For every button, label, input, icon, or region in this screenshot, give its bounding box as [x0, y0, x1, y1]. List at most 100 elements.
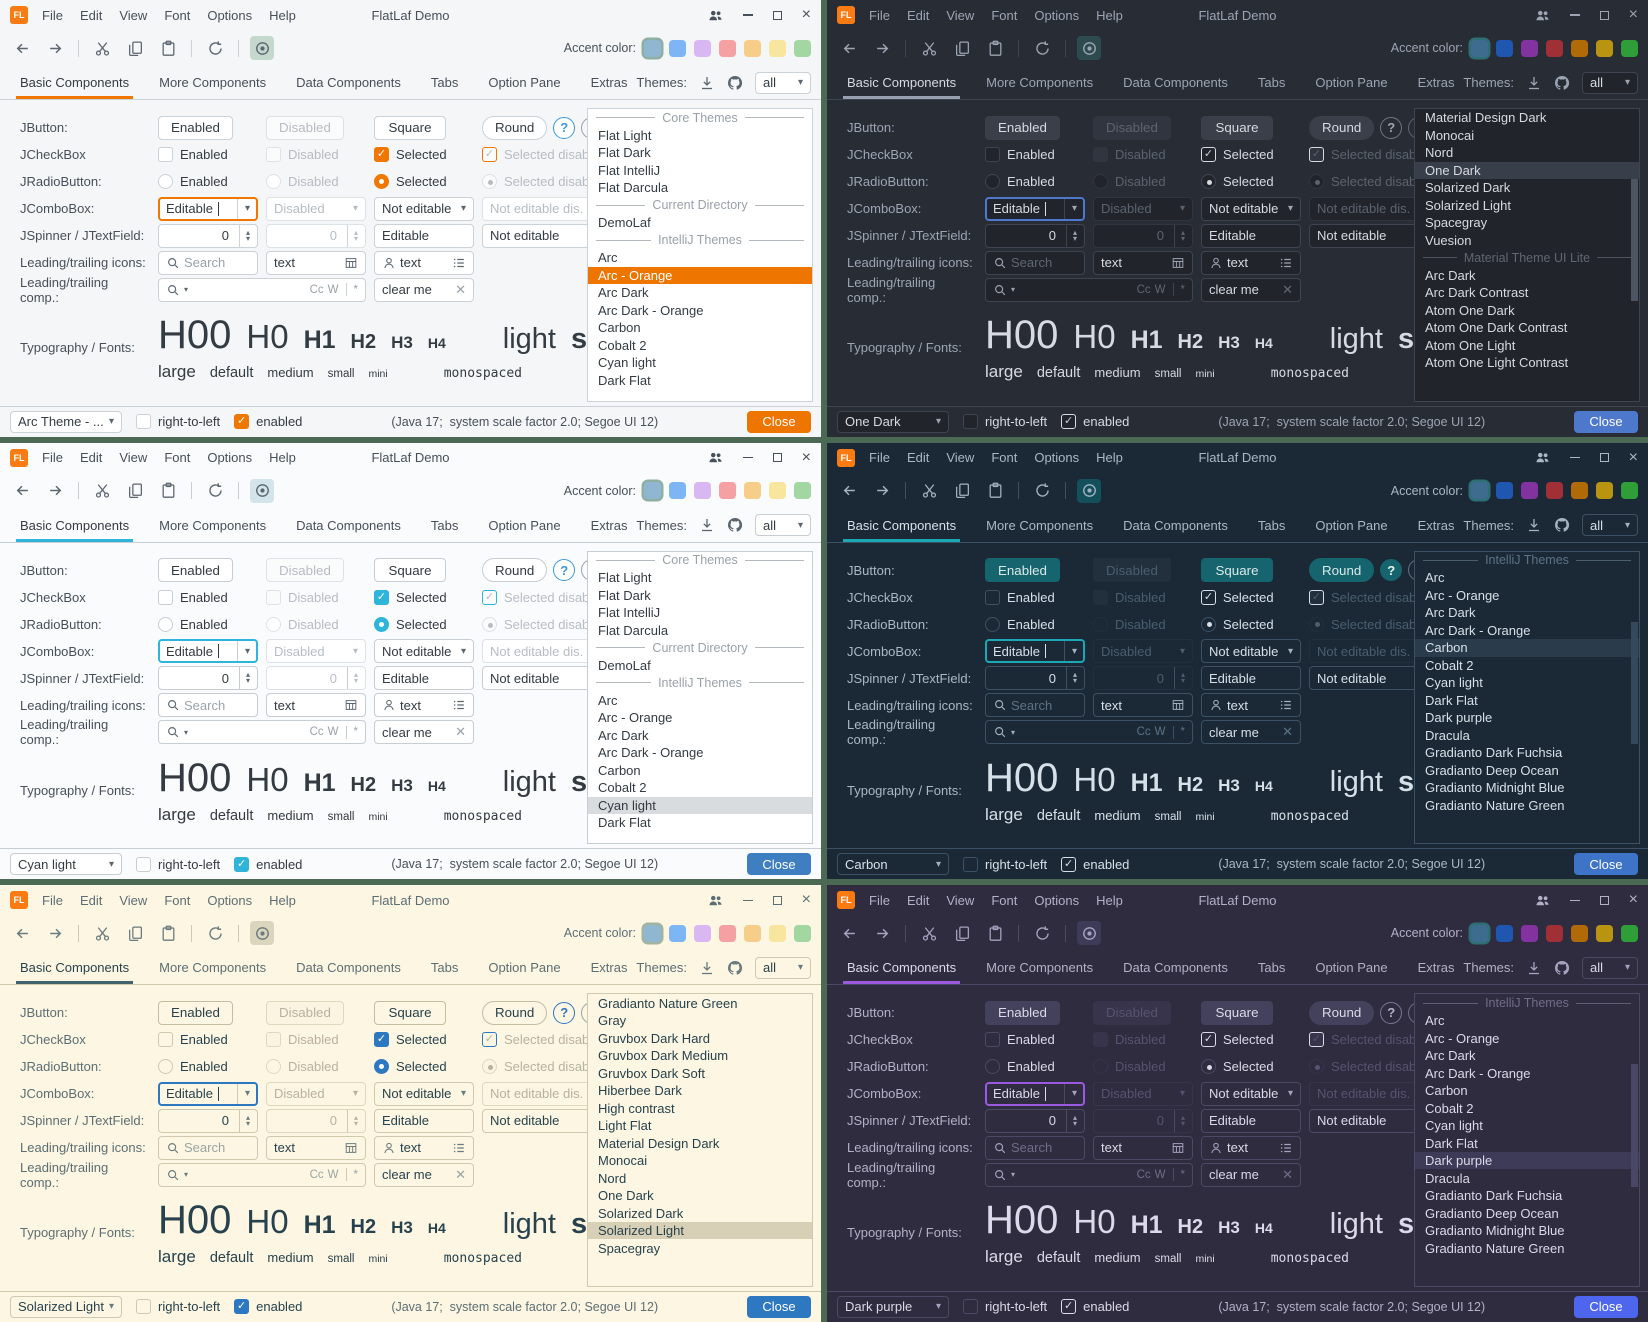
checkbox-selected[interactable]: ✓	[1201, 1032, 1216, 1048]
tab-option-pane[interactable]: Option Pane	[488, 960, 561, 976]
whole-words-toggle[interactable]: W	[1154, 1168, 1166, 1181]
enabled-checkbox[interactable]: ✓ enabled	[1061, 414, 1129, 430]
clearable-input[interactable]: clear me ✕	[374, 1162, 474, 1187]
menu-help[interactable]: Help	[1096, 892, 1123, 908]
close-button[interactable]: Close	[747, 1295, 811, 1318]
tab-more-components[interactable]: More Components	[986, 517, 1094, 533]
radio-enabled[interactable]	[985, 174, 1000, 189]
accent-swatch-2[interactable]	[669, 482, 686, 500]
not-editable-combobox[interactable]: Not editable ▾	[1201, 196, 1301, 221]
forward-button[interactable]	[43, 921, 67, 945]
help-button[interactable]: ?	[1380, 116, 1403, 139]
theme-list-item[interactable]: Spacegray	[1425, 215, 1488, 231]
text-field-person-list-icons[interactable]: text	[374, 1135, 474, 1160]
forward-button[interactable]	[870, 479, 894, 503]
tab-extras[interactable]: Extras	[590, 960, 628, 976]
accent-swatch-3[interactable]	[1521, 482, 1538, 500]
menu-options[interactable]: Options	[1034, 7, 1080, 23]
theme-list-item[interactable]: Arc Dark - Orange	[1425, 622, 1531, 638]
theme-list-item[interactable]: Dark Flat	[598, 815, 651, 831]
theme-list-item[interactable]: Light Flat	[598, 1118, 652, 1134]
enabled-button[interactable]: Enabled	[985, 558, 1060, 583]
theme-list-item[interactable]: Hiberbee Dark	[598, 1083, 682, 1099]
theme-list-item[interactable]: Gradianto Deep Ocean	[1425, 1205, 1559, 1221]
checkbox-selected[interactable]: ✓	[374, 1032, 389, 1048]
checkbox-selected[interactable]: ✓	[1201, 147, 1216, 162]
accent-swatch-2[interactable]	[669, 924, 686, 942]
accent-swatch-6[interactable]	[769, 924, 786, 942]
editable-combobox[interactable]: Editable ▾	[985, 196, 1085, 221]
editable-textfield[interactable]: Editable	[1201, 223, 1301, 248]
menu-edit[interactable]: Edit	[79, 7, 103, 23]
theme-list-item[interactable]: Arc Dark - Orange	[1425, 1065, 1531, 1081]
match-case-toggle[interactable]: Cc	[309, 283, 324, 296]
accent-swatch-1[interactable]	[1471, 39, 1488, 57]
accent-swatch-1[interactable]	[1471, 924, 1488, 942]
minimize-icon[interactable]	[742, 899, 753, 902]
tab-tabs[interactable]: Tabs	[1257, 960, 1286, 976]
enabled-button[interactable]: Enabled	[158, 558, 233, 583]
paste-button[interactable]	[983, 921, 1007, 945]
tab-data-components[interactable]: Data Components	[296, 517, 401, 533]
accent-swatch-5[interactable]	[744, 924, 761, 942]
back-button[interactable]	[10, 36, 34, 60]
accent-swatch-7[interactable]	[1621, 924, 1638, 942]
copy-button[interactable]	[123, 36, 147, 60]
text-field-table-icon[interactable]: text	[1093, 1135, 1193, 1160]
menu-edit[interactable]: Edit	[79, 450, 103, 466]
list-icon[interactable]	[1279, 698, 1293, 712]
editable-combobox[interactable]: Editable ▾	[985, 1081, 1085, 1106]
help-button[interactable]: ?	[553, 559, 576, 582]
paste-button[interactable]	[983, 479, 1007, 503]
download-icon[interactable]	[699, 517, 715, 533]
theme-list-item[interactable]: Gradianto Nature Green	[598, 995, 738, 1011]
theme-list-item[interactable]: Atom One Dark Contrast	[1425, 320, 1568, 336]
theme-list-item[interactable]: Carbon	[1415, 639, 1639, 657]
search-options-input[interactable]: ▾ Cc W *	[158, 1162, 366, 1187]
theme-list-item[interactable]: Arc Dark	[1425, 1048, 1476, 1064]
right-to-left-checkbox[interactable]: right-to-left	[136, 856, 220, 872]
spinner[interactable]: 0 ▴ ▾	[158, 1108, 258, 1133]
refresh-button[interactable]	[203, 479, 227, 503]
forward-button[interactable]	[870, 36, 894, 60]
theme-list-item[interactable]: Gruvbox Dark Hard	[598, 1030, 710, 1046]
enabled-checkbox[interactable]: ✓ enabled	[1061, 1299, 1129, 1315]
radio-enabled[interactable]	[985, 1059, 1000, 1075]
download-icon[interactable]	[699, 960, 715, 976]
close-window-icon[interactable]: ×	[801, 6, 811, 23]
menu-file[interactable]: File	[869, 892, 890, 908]
regex-toggle[interactable]: *	[1180, 1168, 1185, 1181]
close-button[interactable]: Close	[1574, 410, 1638, 433]
accent-swatch-6[interactable]	[769, 39, 786, 57]
accent-swatch-4[interactable]	[719, 482, 736, 500]
download-icon[interactable]	[1526, 960, 1542, 976]
help-button[interactable]: ?	[1380, 559, 1403, 582]
theme-list-item[interactable]: Vuesion	[1425, 232, 1472, 248]
tab-more-components[interactable]: More Components	[159, 517, 267, 533]
clear-icon[interactable]: ✕	[1282, 1166, 1293, 1182]
right-to-left-checkbox[interactable]: right-to-left	[963, 414, 1047, 430]
accent-swatch-5[interactable]	[1571, 924, 1588, 942]
chevron-down-icon[interactable]: ▾	[1063, 641, 1077, 662]
text-field-table-icon[interactable]: text	[266, 693, 366, 718]
tab-data-components[interactable]: Data Components	[296, 960, 401, 976]
theme-list-item[interactable]: Solarized Light	[588, 1221, 812, 1240]
help-button[interactable]: ?	[1380, 1001, 1403, 1024]
tab-basic-components[interactable]: Basic Components	[15, 951, 134, 985]
theme-list-item[interactable]: Flat Dark	[598, 587, 651, 603]
text-field-person-list-icons[interactable]: text	[1201, 693, 1301, 718]
not-editable-combobox[interactable]: Not editable ▾	[374, 639, 474, 664]
regex-toggle[interactable]: *	[353, 1168, 358, 1181]
scrollbar-thumb[interactable]	[1631, 178, 1638, 302]
accent-swatch-6[interactable]	[769, 482, 786, 500]
round-button[interactable]: Round	[482, 558, 548, 583]
clear-icon[interactable]: ✕	[1282, 281, 1293, 297]
checkbox-enabled[interactable]	[158, 589, 173, 605]
theme-selector-combo[interactable]: Solarized Light ▾	[10, 1295, 122, 1318]
tab-tabs[interactable]: Tabs	[1257, 517, 1286, 533]
menu-file[interactable]: File	[42, 892, 63, 908]
clear-icon[interactable]: ✕	[455, 1166, 466, 1182]
theme-list-item[interactable]: Arc	[598, 250, 618, 266]
theme-list-item[interactable]: Atom One Dark	[1425, 302, 1515, 318]
menu-file[interactable]: File	[42, 7, 63, 23]
